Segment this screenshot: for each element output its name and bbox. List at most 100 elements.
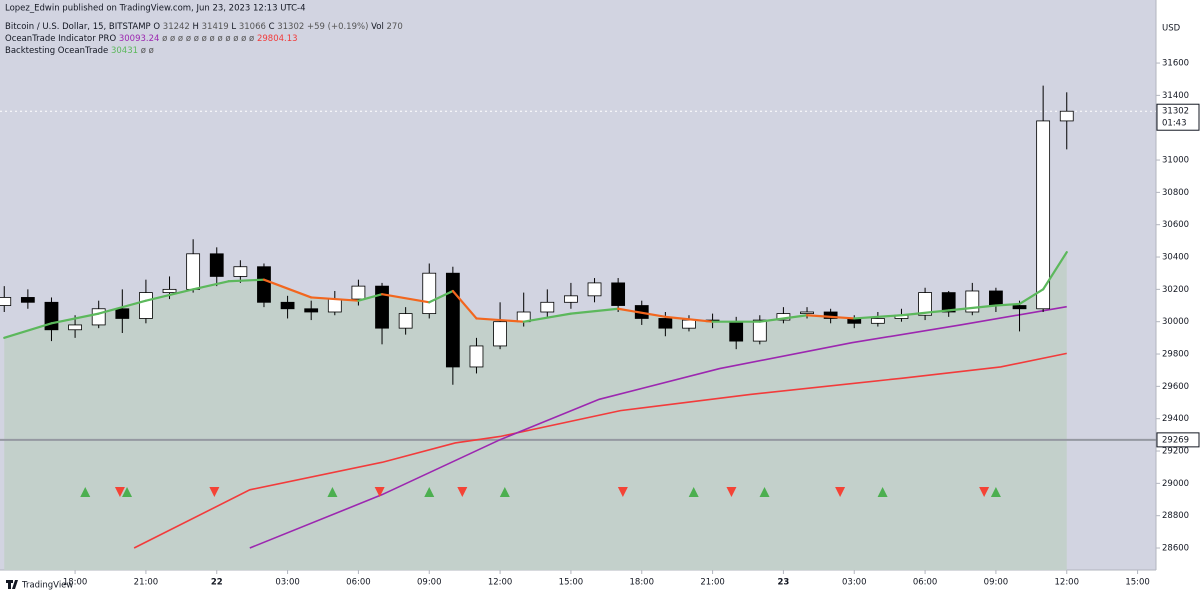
candle-body [186, 253, 201, 290]
ohlc-key: O [153, 22, 160, 32]
main-line-segment [994, 302, 1021, 307]
indicator-line [249, 305, 1067, 549]
y-tick-label: 30000 [1162, 317, 1189, 327]
candle-body [280, 301, 295, 310]
x-tick-label: 23 [777, 578, 789, 588]
y-tick-label: 31400 [1162, 91, 1189, 101]
main-line-segment [357, 293, 384, 302]
backtest-name: Backtesting OceanTrade [5, 46, 108, 56]
y-tick-label: 29200 [1162, 447, 1189, 457]
publisher: Lopez_Edwin published on TradingView.com… [5, 4, 306, 14]
candle-body [870, 318, 885, 324]
y-tick-label: 28800 [1162, 511, 1189, 521]
candle-body [540, 301, 555, 313]
level-label: 29269 [1162, 435, 1189, 445]
backtest-value: 30431 [111, 46, 138, 56]
change: +59 (+0.19%) [307, 22, 368, 32]
candle-body [1059, 110, 1074, 122]
candle-body [729, 321, 744, 342]
candle-body [351, 285, 366, 300]
sell-signal [979, 487, 990, 497]
buy-signal [990, 487, 1001, 497]
legend-row: OceanTrade Indicator PRO 30093.24 ø ø ø … [5, 34, 298, 44]
y-tick-label: 29600 [1162, 382, 1189, 392]
candle-body [989, 290, 1003, 306]
x-tick-label: 18:00 [63, 578, 88, 588]
plot [0, 85, 1156, 570]
main-line-segment [97, 299, 148, 315]
main-line-segment [758, 314, 809, 323]
candle-body [162, 288, 177, 293]
last-price-label: 31302 [1162, 107, 1189, 117]
y-tick-label: 30400 [1162, 253, 1189, 263]
candle-body [115, 308, 130, 319]
candle-body [469, 345, 484, 368]
candle-body [445, 272, 460, 368]
ohlc-key: H [193, 22, 199, 32]
x-tick-label: 18:00 [630, 578, 655, 588]
sell-signal [374, 487, 385, 497]
candle-body [0, 297, 12, 306]
x-tick-label: 22 [211, 578, 223, 588]
candle-body [682, 319, 696, 329]
time-axis-background [0, 570, 1156, 595]
x-tick-label: 21:00 [134, 578, 159, 588]
ohlc-value: 31419 [202, 22, 229, 32]
candle-body [91, 308, 106, 326]
candle-body [304, 308, 319, 313]
x-tick-label: 15:00 [559, 578, 584, 588]
y-tick-label: 31600 [1162, 59, 1189, 69]
main-line-segment [1042, 251, 1068, 291]
last-price-box [1156, 103, 1200, 131]
y-tick-label: 28600 [1162, 544, 1189, 554]
candle-body [209, 253, 224, 277]
x-tick-label: 21:00 [700, 578, 725, 588]
candle-body [611, 282, 626, 306]
legend: Lopez_Edwin published on TradingView.com… [5, 4, 403, 56]
volume-value: 270 [387, 22, 403, 32]
backtest-empty: ø ø [141, 46, 154, 56]
buy-signal [327, 487, 338, 497]
symbol: Bitcoin / U.S. Dollar, 15, BITSTAMP [5, 22, 151, 32]
main-line-segment [50, 312, 100, 325]
candle-body [587, 282, 602, 297]
candle-body [375, 285, 389, 329]
buy-signal [877, 487, 888, 497]
y-tick-label: 30800 [1162, 188, 1189, 198]
main-line-segment [144, 288, 195, 302]
brand: TradingView [21, 581, 73, 591]
x-tick-label: 09:00 [984, 578, 1009, 588]
logo-icon [6, 580, 18, 589]
candle-body [941, 292, 956, 313]
ohlc-value: 31066 [239, 22, 266, 32]
indicator-name: OceanTrade Indicator PRO [5, 34, 116, 44]
x-tick-label: 03:00 [842, 578, 867, 588]
main-line-segment [617, 307, 667, 318]
buy-signal [759, 487, 770, 497]
y-tick-label: 30600 [1162, 220, 1189, 230]
main-line-segment [3, 322, 53, 339]
buy-signal [122, 487, 133, 497]
indicator-value: 30093.24 [119, 34, 160, 44]
main-line-segment [569, 307, 620, 315]
currency: USD [1162, 24, 1181, 34]
x-tick-label: 06:00 [346, 578, 371, 588]
main-line-segment [262, 278, 313, 299]
candle-body [139, 292, 153, 319]
main-line-segment [475, 317, 525, 323]
candle-body [823, 311, 838, 319]
level-label-box [1156, 432, 1200, 448]
main-line-segment [227, 278, 266, 283]
candle-body [800, 311, 814, 315]
logo: TradingView [6, 580, 73, 591]
buy-signal [80, 487, 91, 497]
y-tick-label: 31000 [1162, 156, 1189, 166]
main-line-segment [900, 309, 950, 317]
x-tick-label: 09:00 [417, 578, 442, 588]
main-line-segment [522, 312, 573, 323]
sell-signal [726, 487, 737, 497]
candle-body [422, 272, 437, 315]
candle-body [752, 319, 767, 342]
